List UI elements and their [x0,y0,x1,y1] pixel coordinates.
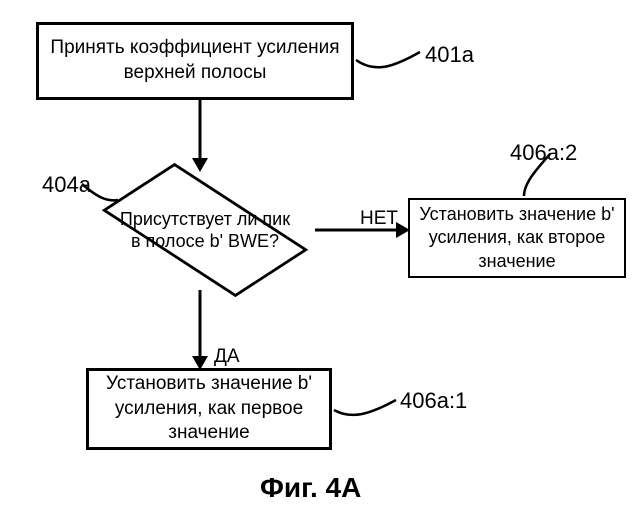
edge-label-yes: ДА [214,346,240,368]
edge-label-no: НЕТ [360,208,398,230]
node-401a-text: Принять коэффициент усиления верхней пол… [47,36,343,85]
flowchart-canvas: Принять коэффициент усиления верхней пол… [0,0,640,517]
node-406a1-text: Установить значение b' усиления, как пер… [97,372,321,446]
leader-406a2 [524,154,550,196]
node-401a: Принять коэффициент усиления верхней пол… [36,22,354,100]
label-406a2: 406a:2 [510,140,577,166]
label-404a: 404a [42,172,91,198]
leader-406a1 [334,400,396,415]
label-401a: 401a [425,42,474,68]
node-406a1: Установить значение b' усиления, как пер… [86,368,332,450]
node-404a: Присутствует ли пик в полосе b' BWE? [95,170,315,290]
node-406a2: Установить значение b' усиления, как вто… [408,198,626,278]
label-406a1: 406a:1 [400,388,467,414]
figure-caption: Фиг. 4A [260,472,361,504]
node-406a2-text: Установить значение b' усиления, как вто… [418,203,616,273]
leader-401a [356,52,420,67]
node-404a-shape [102,163,309,297]
